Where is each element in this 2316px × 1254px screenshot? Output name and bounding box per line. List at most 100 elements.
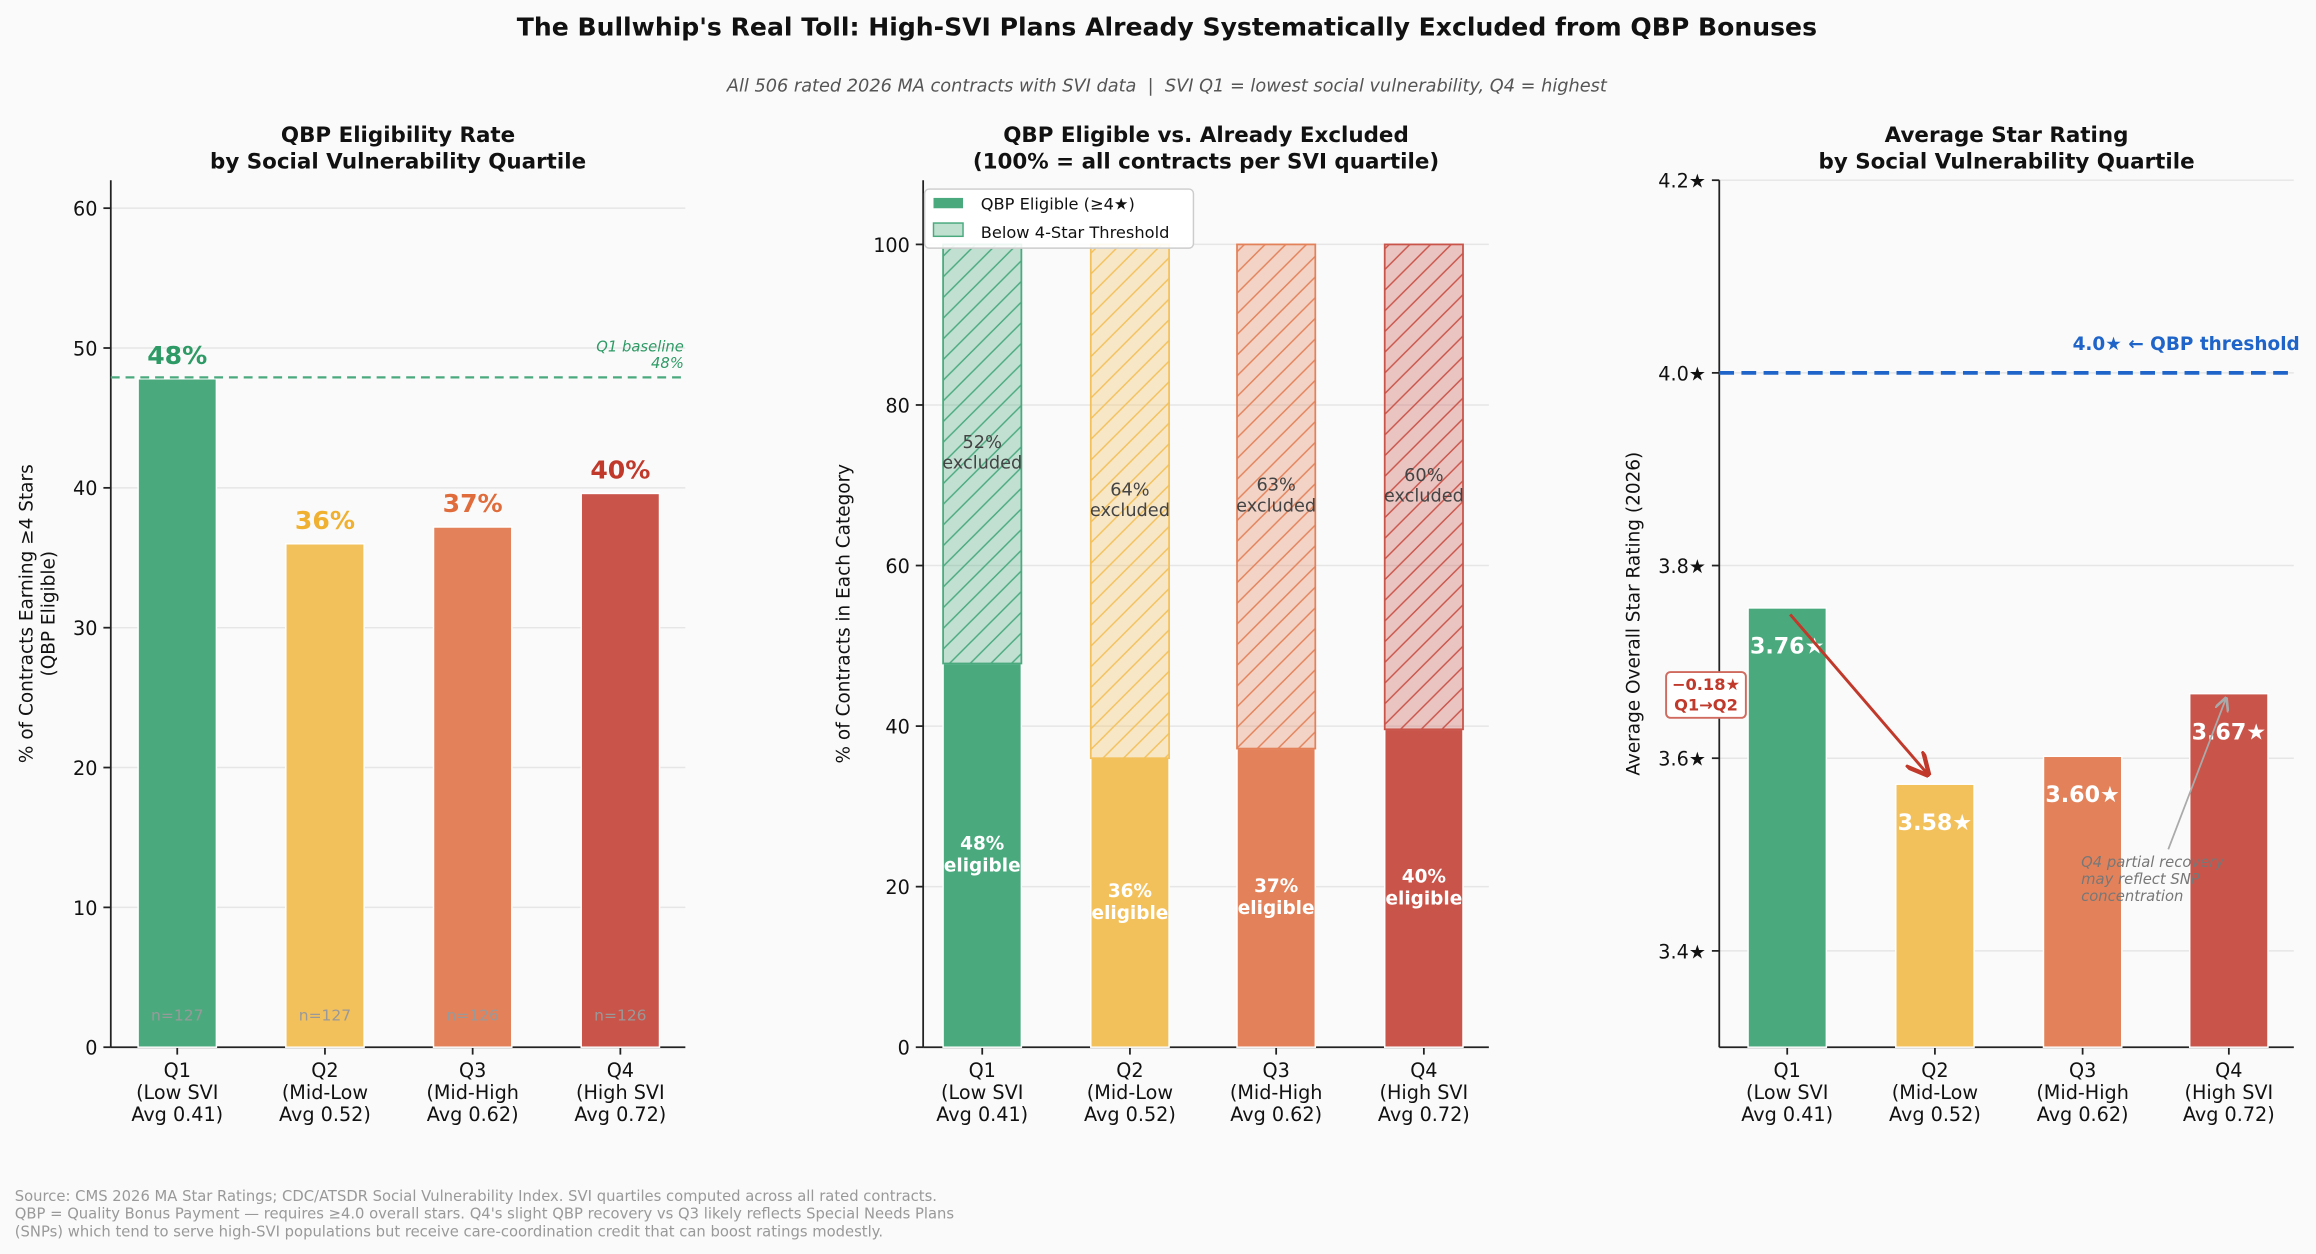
x-tick-label: (Low SVI [1746, 1081, 1828, 1104]
x-tick-label: Q2 [1921, 1059, 1948, 1082]
x-tick-label: Q1 [969, 1059, 996, 1082]
x-tick-label: (High SVI [1380, 1081, 1469, 1104]
x-tick-label: (Low SVI [941, 1081, 1023, 1104]
figure-title: The Bullwhip's Real Toll: High-SVI Plans… [517, 12, 1817, 41]
legend: QBP Eligible (≥4★) Below 4-Star Threshold [923, 188, 1195, 249]
y-tick-label: 20 [885, 876, 909, 899]
x-tick-label: Q3 [459, 1059, 486, 1082]
legend-swatch-excluded [932, 222, 964, 238]
data-label: 3.76★ [1750, 634, 1824, 660]
eligible-bar [942, 662, 1023, 1048]
data-label: 40% [590, 456, 650, 485]
panel-title: by Social Vulnerability Quartile [1819, 149, 2195, 174]
eligible-label: 36% [1108, 881, 1152, 902]
data-label: 3.58★ [1898, 810, 1972, 836]
bar-q2 [1895, 783, 1975, 1048]
y-tick-label: 40 [73, 477, 97, 500]
x-tick-label: Q4 [607, 1059, 634, 1082]
x-tick-label: Avg 0.41) [131, 1103, 223, 1126]
x-tick-label: Q2 [1116, 1059, 1143, 1082]
bar-q1 [1747, 607, 1828, 1048]
x-tick-label: Q3 [2069, 1059, 2096, 1082]
y-tick-label: 0 [85, 1037, 97, 1060]
excluded-label: 64% [1110, 480, 1149, 500]
panel-title: Average Star Rating [1885, 123, 2129, 148]
x-tick-label: Avg 0.52) [279, 1103, 371, 1126]
x-tick-label: Q1 [1774, 1059, 1801, 1082]
figure-subtitle: All 506 rated 2026 MA contracts with SVI… [726, 77, 1608, 97]
x-tick-label: Avg 0.52) [1889, 1103, 1981, 1126]
x-tick-label: (Mid-Low [1892, 1081, 1978, 1104]
y-tick-label: 40 [885, 715, 909, 738]
x-tick-label: Q1 [164, 1059, 191, 1082]
excluded-label: 63% [1256, 476, 1295, 496]
eligible-label: 40% [1402, 866, 1446, 887]
x-tick-label: (Mid-High [2036, 1081, 2129, 1104]
y-tick-label: 3.6★ [1658, 748, 1706, 771]
x-tick-label: Avg 0.62) [427, 1103, 519, 1126]
excluded-label: 52% [963, 433, 1002, 453]
bar-q3 [2042, 755, 2123, 1048]
x-tick-label: Q3 [1263, 1059, 1290, 1082]
baseline-label: 48% [651, 355, 684, 372]
excluded-label: excluded [1384, 487, 1464, 507]
x-tick-label: Avg 0.72) [574, 1103, 666, 1126]
x-tick-label: Q2 [311, 1059, 338, 1082]
q4-note: may reflect SNP [2081, 871, 2200, 888]
threshold-label: 4.0★ ← QBP threshold [2073, 334, 2300, 355]
excluded-label: excluded [1090, 501, 1170, 521]
eligible-bar [1090, 757, 1170, 1048]
bar-q3 [432, 526, 513, 1048]
y-tick-label: 100 [873, 234, 910, 257]
y-tick-label: 3.8★ [1658, 555, 1706, 578]
x-tick-label: Avg 0.52) [1084, 1103, 1176, 1126]
y-tick-label: 0 [898, 1037, 910, 1060]
n-label: n=127 [151, 1007, 203, 1025]
eligible-label: eligible [1092, 903, 1169, 924]
panel-title: QBP Eligible vs. Already Excluded [1003, 123, 1409, 148]
eligible-label: 48% [960, 833, 1004, 854]
panel-title: by Social Vulnerability Quartile [210, 149, 586, 174]
x-tick-label: (Mid-Low [1087, 1081, 1173, 1104]
panel-2: QBP Eligible vs. Already Excluded(100% =… [833, 123, 1489, 1126]
y-axis-label: % of Contracts in Each Category [833, 464, 854, 764]
x-tick-label: Avg 0.62) [1230, 1103, 1322, 1126]
x-tick-label: (Low SVI [136, 1081, 218, 1104]
excluded-bar [1236, 243, 1317, 750]
data-label: 3.60★ [2045, 782, 2119, 808]
y-tick-label: 10 [73, 897, 97, 920]
eligible-label: 37% [1254, 876, 1298, 897]
n-label: n=126 [446, 1007, 498, 1025]
eligible-label: eligible [1385, 889, 1462, 910]
bar-q1 [137, 378, 218, 1048]
y-tick-label: 30 [73, 617, 97, 640]
y-tick-label: 3.4★ [1658, 940, 1706, 963]
excluded-bar [1089, 243, 1170, 760]
bar-q4 [580, 492, 661, 1048]
x-tick-label: Q4 [2215, 1059, 2242, 1082]
x-tick-label: Avg 0.72) [2183, 1103, 2275, 1126]
footer-line-1: Source: CMS 2026 MA Star Ratings; CDC/AT… [15, 1188, 937, 1205]
x-tick-label: Avg 0.62) [2037, 1103, 2129, 1126]
legend-swatch-eligible [933, 197, 964, 209]
data-label: 36% [295, 506, 355, 535]
x-tick-label: Avg 0.41) [936, 1103, 1028, 1126]
y-tick-label: 50 [73, 337, 97, 360]
x-tick-label: (High SVI [2185, 1081, 2274, 1104]
n-label: n=127 [299, 1007, 351, 1025]
excluded-bar [1383, 243, 1464, 731]
y-tick-label: 60 [73, 198, 97, 221]
data-label: 3.67★ [2192, 719, 2266, 745]
excluded-label: 60% [1404, 466, 1443, 486]
x-tick-label: Avg 0.41) [1741, 1103, 1833, 1126]
y-tick-label: 4.2★ [1658, 170, 1706, 193]
x-tick-label: Avg 0.72) [1378, 1103, 1470, 1126]
y-axis-label: Average Overall Star Rating (2026) [1624, 452, 1645, 776]
y-tick-label: 80 [885, 394, 909, 417]
panel-title: QBP Eligibility Rate [281, 123, 515, 148]
excluded-label: excluded [942, 454, 1022, 474]
